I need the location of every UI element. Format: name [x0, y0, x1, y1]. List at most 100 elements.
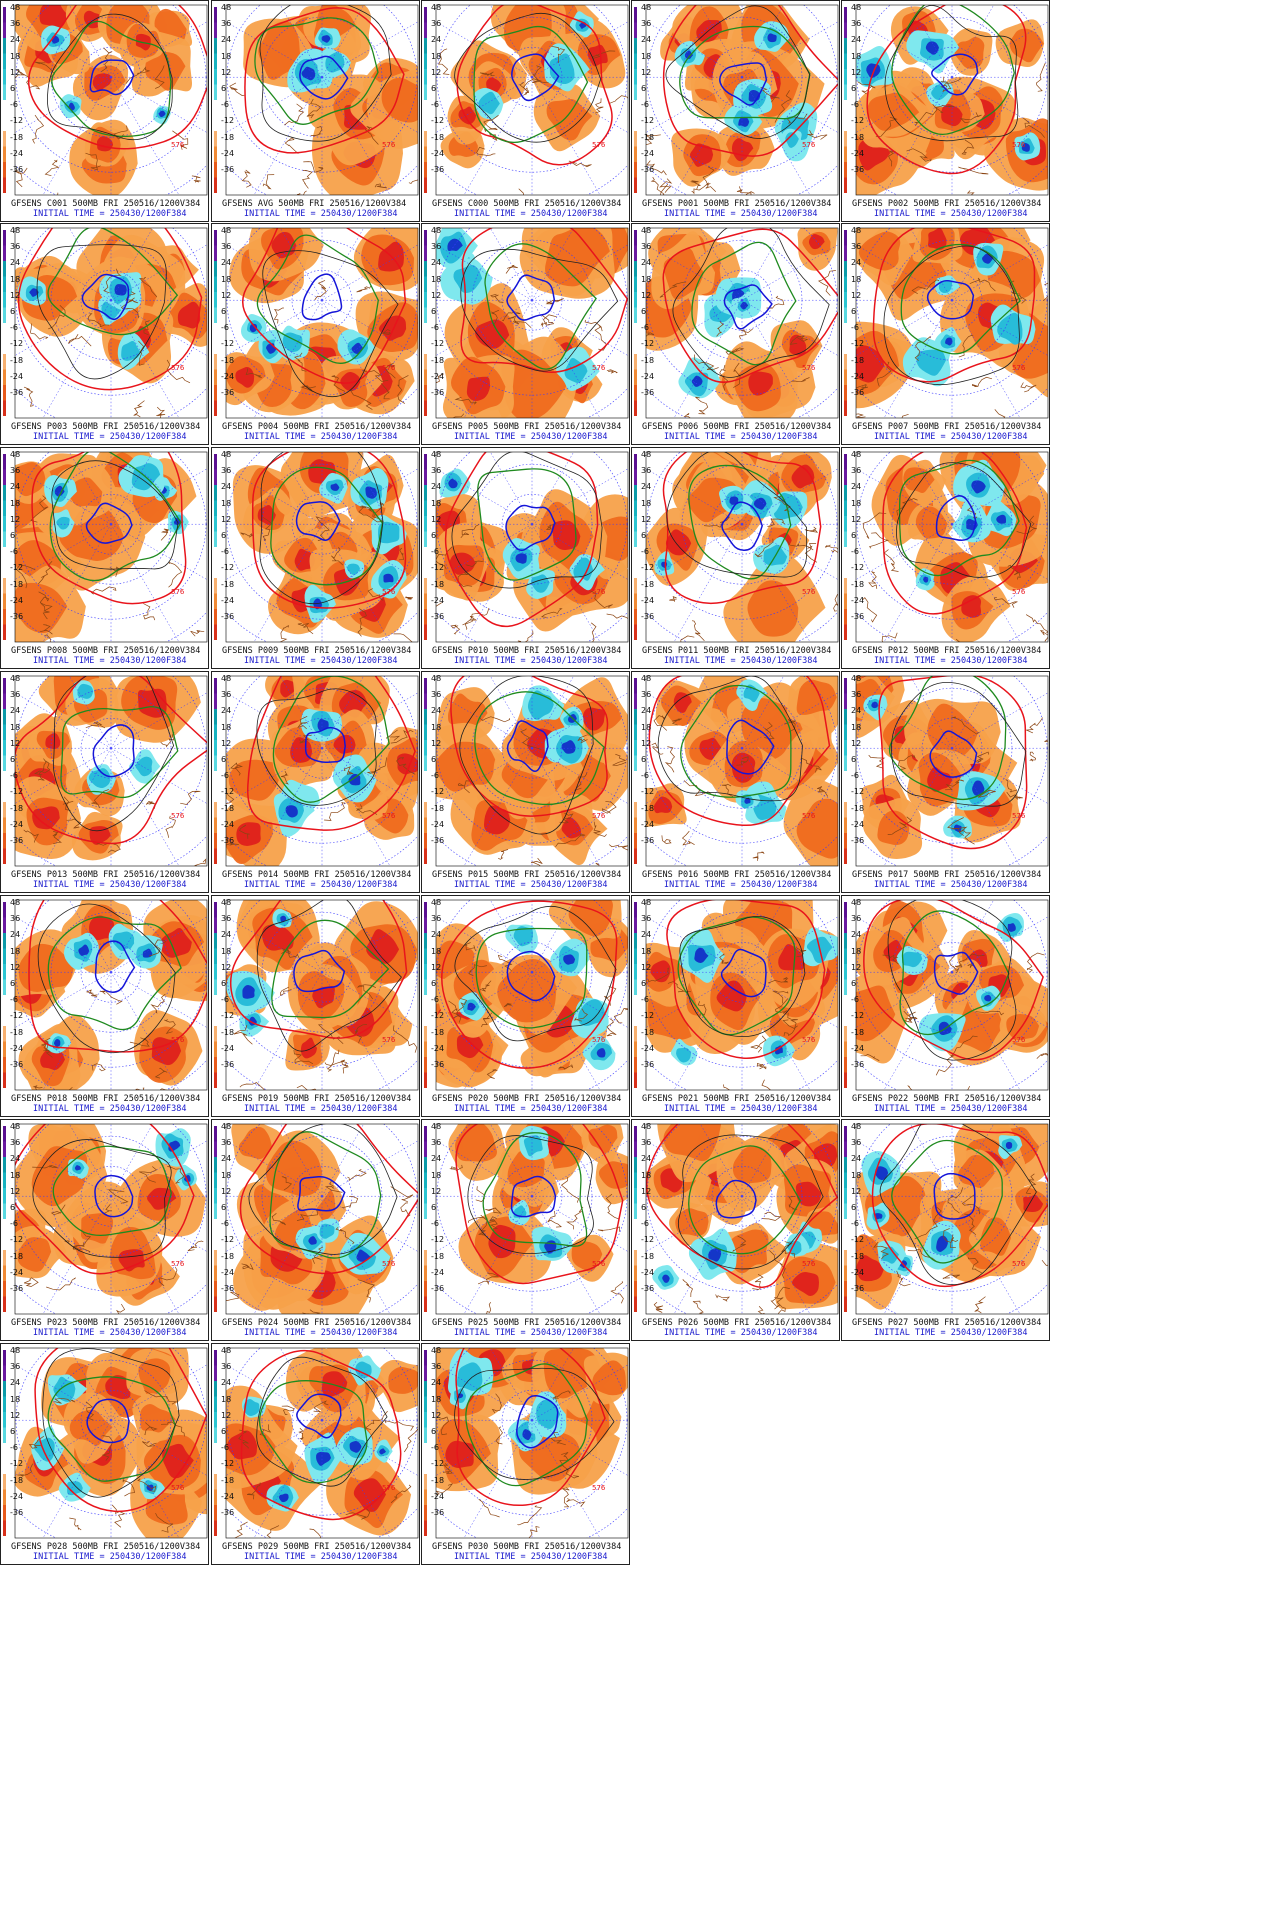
scale-tick-label: 12	[10, 514, 21, 524]
scale-tick-label: 48	[431, 1346, 442, 1355]
scale-tick-label: -6	[10, 771, 18, 781]
scale-tick-label: 18	[221, 1170, 232, 1180]
scale-tick-label: -36	[221, 836, 235, 845]
panel-initial-time: INITIAL TIME = 250430/1200F384	[454, 1328, 608, 1338]
scale-tick-label: 6	[10, 755, 16, 764]
height-anomaly-map: 576	[3, 227, 208, 419]
scale-tick-label: -24	[221, 595, 235, 605]
scale-tick-label: 6	[221, 1427, 227, 1436]
height-anomaly-map: 576	[424, 4, 629, 196]
scale-tick-label: 6	[10, 84, 16, 93]
scale-tick-label: 36	[851, 242, 862, 252]
scale-tick-label: 48	[10, 3, 21, 12]
scale-tick-label: -36	[641, 1284, 655, 1293]
ensemble-panel-p003: 576 48 36 24 18 12 6 -6 -12 -18 -24 -36 GFSENS P003 …	[0, 223, 209, 445]
ensemble-panel-p027: 576 48 36 24 18 12 6 -6 -12 -18 -24 -36 GFSENS P027 …	[841, 1119, 1050, 1341]
contour-label: 576	[592, 364, 606, 372]
panel-initial-time: INITIAL TIME = 250430/1200F384	[244, 880, 398, 890]
scale-tick-label: -18	[851, 579, 865, 589]
scale-tick-label: -36	[641, 836, 655, 845]
scale-tick-label: -24	[10, 595, 24, 605]
scale-tick-label: -24	[431, 371, 445, 381]
scale-tick-label: 36	[10, 1138, 21, 1148]
scale-tick-label: 48	[641, 226, 652, 235]
polar-map	[856, 452, 1048, 642]
scale-tick-label: 18	[10, 51, 21, 61]
scale-tick-label: 12	[431, 67, 442, 77]
polar-map	[436, 900, 628, 1090]
scale-tick-label: 12	[10, 290, 21, 300]
contour-label: 576	[592, 812, 606, 820]
scale-tick-label: 6	[10, 307, 16, 316]
scale-tick-label: -36	[10, 388, 24, 397]
anomaly-color-scale	[634, 902, 637, 1088]
scale-tick-label: -36	[851, 836, 865, 845]
panel-initial-time: INITIAL TIME = 250430/1200F384	[454, 656, 608, 666]
contour-label: 576	[1012, 141, 1026, 149]
scale-tick-label: -36	[221, 1284, 235, 1293]
ensemble-panel-p024: 576 48 36 24 18 12 6 -6 -12 -18 -24 -36 GFSENS P024 …	[211, 1119, 420, 1341]
scale-tick-label: -24	[221, 819, 235, 829]
polar-map	[646, 228, 838, 418]
scale-tick-label: -18	[851, 1251, 865, 1261]
panel-initial-time: INITIAL TIME = 250430/1200F384	[664, 656, 818, 666]
scale-tick-label: -18	[10, 1251, 24, 1261]
panel-title: GFSENS P003 500MB FRI 250516/1200V384	[11, 422, 201, 432]
scale-tick-label: -36	[221, 1060, 235, 1069]
contour-label: 576	[1012, 1260, 1026, 1268]
ensemble-panel-p026: 576 48 36 24 18 12 6 -6 -12 -18 -24 -36 GFSENS P026 …	[631, 1119, 840, 1341]
scale-tick-label: 36	[431, 914, 442, 924]
scale-tick-label: 48	[221, 1346, 232, 1355]
scale-tick-label: -18	[431, 1251, 445, 1261]
anomaly-color-scale	[424, 230, 427, 416]
polar-map	[646, 452, 838, 642]
scale-tick-label: -24	[851, 1043, 865, 1053]
scale-tick-label: -6	[851, 323, 859, 333]
scale-tick-label: -36	[221, 612, 235, 621]
scale-tick-label: 12	[851, 738, 862, 748]
scale-tick-label: -12	[641, 339, 655, 349]
scale-tick-label: 6	[851, 531, 857, 540]
ensemble-panel-p030: 576 48 36 24 18 12 6 -6 -12 -18 -24 -36 GFSENS P030 …	[421, 1343, 630, 1565]
ensemble-panel-p004: 576 48 36 24 18 12 6 -6 -12 -18 -24 -36 GFSENS P004 …	[211, 223, 420, 445]
scale-tick-label: -12	[851, 787, 865, 797]
scale-tick-label: 12	[641, 514, 652, 524]
scale-tick-label: 36	[10, 1362, 21, 1372]
panel-initial-time: INITIAL TIME = 250430/1200F384	[244, 432, 398, 442]
height-anomaly-map: 576	[634, 227, 839, 419]
height-anomaly-map: 576	[634, 675, 839, 867]
scale-tick-label: -6	[851, 771, 859, 781]
scale-tick-label: -12	[641, 1235, 655, 1245]
scale-tick-label: -18	[221, 355, 235, 365]
scale-tick-label: -18	[431, 1475, 445, 1485]
scale-tick-label: -6	[10, 547, 18, 557]
anomaly-color-scale	[634, 230, 637, 416]
height-anomaly-map: 576	[634, 1123, 839, 1315]
scale-tick-label: -18	[431, 579, 445, 589]
scale-tick-label: 6	[431, 755, 437, 764]
panel-title: GFSENS P014 500MB FRI 250516/1200V384	[222, 870, 412, 880]
ensemble-panel-p012: 576 48 36 24 18 12 6 -6 -12 -18 -24 -36 GFSENS P012 …	[841, 447, 1050, 669]
scale-tick-label: 12	[221, 290, 232, 300]
scale-tick-label: 24	[10, 482, 21, 492]
panel-title: GFSENS P013 500MB FRI 250516/1200V384	[11, 870, 201, 880]
scale-tick-label: -12	[641, 116, 655, 126]
anomaly-color-scale	[634, 1126, 637, 1312]
scale-tick-label: -12	[431, 563, 445, 573]
scale-tick-label: -24	[851, 371, 865, 381]
scale-tick-label: 18	[851, 498, 862, 508]
scale-tick-label: 48	[431, 1122, 442, 1131]
scale-tick-label: -6	[10, 323, 18, 333]
scale-tick-label: -6	[221, 995, 229, 1005]
scale-tick-label: 6	[431, 979, 437, 988]
polar-map	[856, 228, 1048, 418]
scale-tick-label: 6	[221, 307, 227, 316]
panel-title: GFSENS P030 500MB FRI 250516/1200V384	[432, 1542, 622, 1552]
scale-tick-label: 36	[641, 242, 652, 252]
scale-tick-label: 12	[851, 1186, 862, 1196]
anomaly-color-scale	[424, 902, 427, 1088]
polar-map	[226, 1348, 418, 1538]
height-anomaly-map: 576	[844, 227, 1049, 419]
panel-title: GFSENS P007 500MB FRI 250516/1200V384	[852, 422, 1042, 432]
